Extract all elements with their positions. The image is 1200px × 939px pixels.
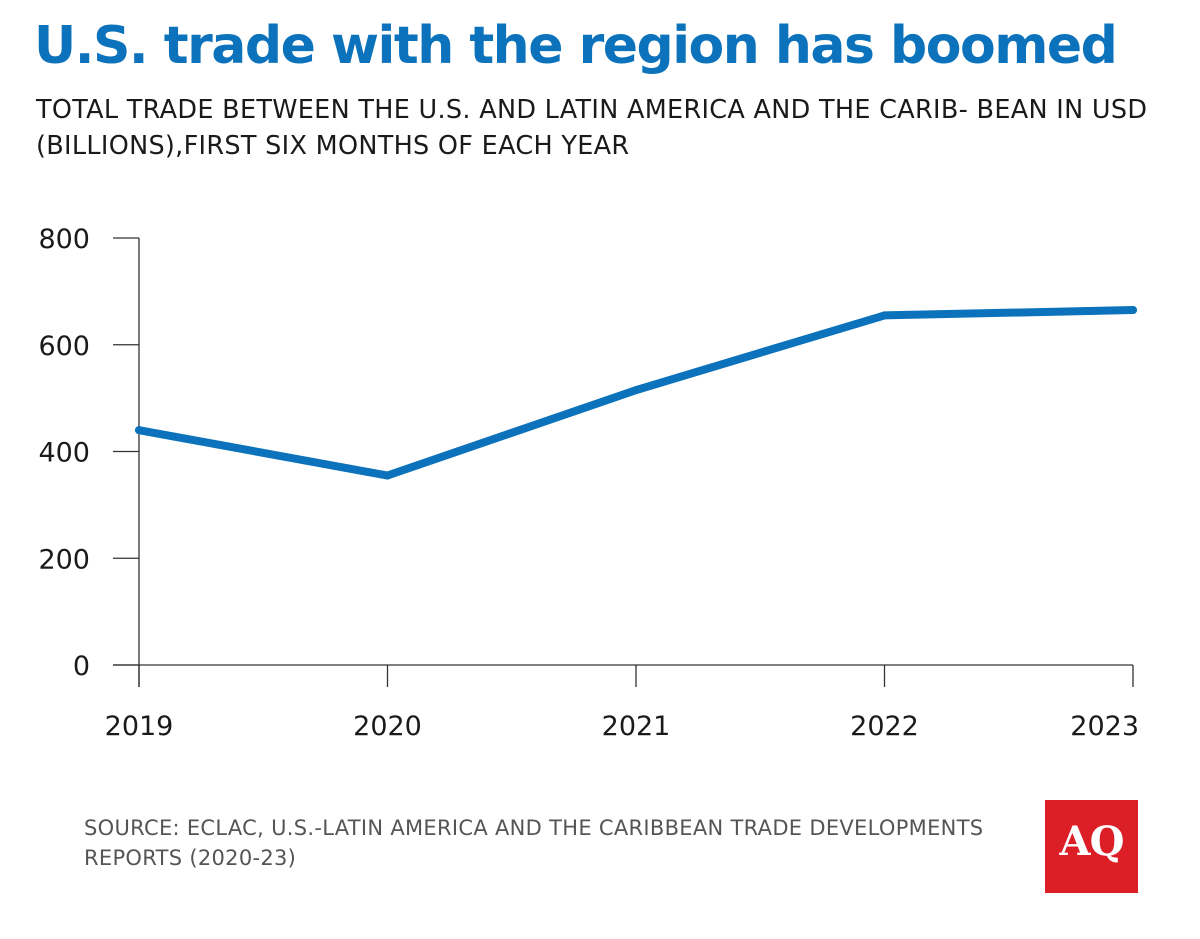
y-tick-label: 800 [38, 224, 90, 255]
data-point [135, 426, 143, 435]
line-chart: 0 200 400 600 800 2019 2020 2021 2022 2023 [38, 224, 1139, 742]
y-tick-label: 200 [38, 544, 90, 575]
logo-text: AQ [1059, 818, 1125, 865]
chart-ticks: 0 200 400 600 800 2019 2020 2021 2022 2023 [38, 224, 1139, 742]
chart-axes [113, 238, 1133, 687]
chart-title: U.S. trade with the region has boomed [34, 16, 1118, 76]
chart-subtitle: TOTAL TRADE BETWEEN THE U.S. AND LATIN A… [36, 95, 1148, 161]
data-point [880, 311, 889, 320]
data-point [383, 471, 392, 480]
source-note: SOURCE: ECLAC, U.S.-LATIN AMERICA AND TH… [84, 816, 984, 870]
series-layer [135, 306, 1137, 480]
y-tick-label: 400 [38, 438, 90, 469]
x-tick-label: 2021 [602, 711, 671, 742]
data-point [1129, 306, 1137, 315]
y-tick-label: 0 [73, 651, 90, 682]
aq-logo: AQ [1045, 800, 1138, 893]
x-tick-label: 2020 [353, 711, 422, 742]
y-tick-label: 600 [38, 331, 90, 362]
data-point [632, 386, 640, 395]
x-tick-label: 2022 [850, 711, 919, 742]
x-tick-label: 2023 [1070, 711, 1139, 742]
x-tick-label: 2019 [105, 711, 174, 742]
